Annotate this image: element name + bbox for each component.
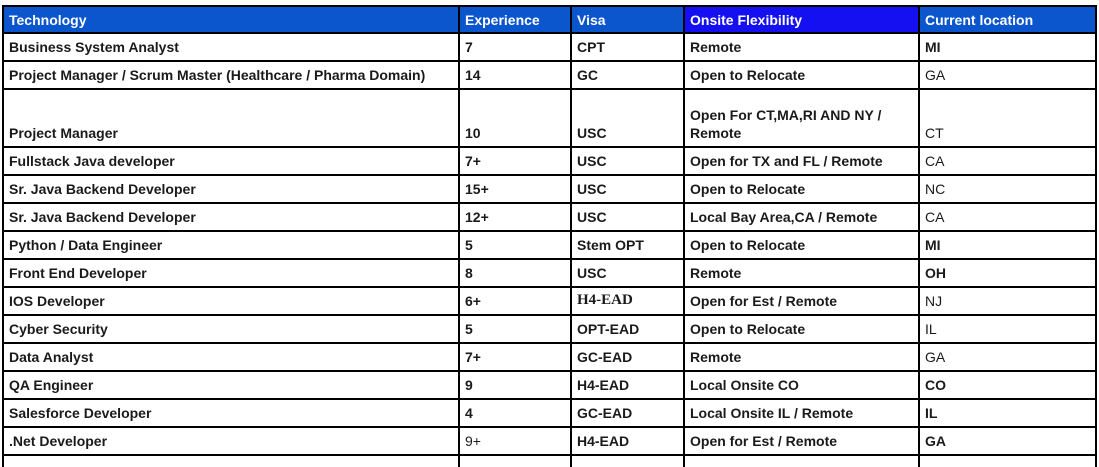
table-row: Python / Data Engineer 5 Stem OPT Open to R… [2, 230, 1097, 260]
cell-onsite: Remote [683, 342, 920, 372]
cell-technology: Salesforce Developer [2, 398, 460, 428]
cell-technology: Fullstack Java developer [2, 146, 460, 176]
cell-location: NJ [918, 286, 1097, 316]
cell-experience: 5 [458, 314, 572, 344]
cell-visa: H4-EAD [570, 426, 685, 456]
cell-experience: 10 [458, 88, 572, 148]
table-row: Fullstack Java developer 7+ USC Open for TX… [2, 146, 1097, 176]
cell-experience: 6+ [458, 286, 572, 316]
cell-location: OH [918, 258, 1097, 288]
table-row: Project Manager / Scrum Master (Healthca… [2, 60, 1097, 90]
header-row: Technology Experience Visa Onsite Flexib… [2, 5, 1097, 34]
cell-technology: Business System Analyst [2, 32, 460, 62]
cell-visa: H4-EAD [570, 286, 685, 316]
cell-location: GA [918, 342, 1097, 372]
cell-experience: 14 [458, 60, 572, 90]
cell-experience: 4 [458, 398, 572, 428]
cell-onsite: Open for Est / Remote [683, 286, 920, 316]
table-row: Data Analyst 7+ GC-EAD Remote GA [2, 342, 1097, 372]
cell-location: IL [918, 398, 1097, 428]
table-row: Sr. Java Backend Developer 15+ USC Open to … [2, 174, 1097, 204]
table-row: .Net Developer 9+ H4-EAD Open for Est / Rem… [2, 426, 1097, 456]
cell-onsite: Remote [683, 32, 920, 62]
cell-location: CA [918, 146, 1097, 176]
cell-onsite: Open to Relocate [683, 230, 920, 260]
cell-experience: 7+ [458, 146, 572, 176]
cell-technology: Cyber Security [2, 314, 460, 344]
cell-technology: Python / Data Engineer [2, 230, 460, 260]
cell-visa: OPT-EAD [570, 314, 685, 344]
cell-location: MI [918, 32, 1097, 62]
cell-technology: QA Engineer [2, 370, 460, 400]
cell-onsite: Open For CT,MA,RI AND NY / Remote [683, 88, 920, 148]
cell-onsite: Open for TX and FL / Remote [683, 146, 920, 176]
cell-visa: USC [570, 146, 685, 176]
cell-location: GA [918, 60, 1097, 90]
empty-cell [458, 454, 572, 467]
cell-onsite: Local Onsite CO [683, 370, 920, 400]
cell-experience: 9 [458, 370, 572, 400]
col-header-current-location: Current location [918, 5, 1097, 34]
cell-experience: 12+ [458, 202, 572, 232]
cell-technology: IOS Developer [2, 286, 460, 316]
cell-location: GA [918, 426, 1097, 456]
cell-location: CT [918, 88, 1097, 148]
cell-visa: GC [570, 60, 685, 90]
cell-onsite: Open to Relocate [683, 60, 920, 90]
empty-cell [2, 454, 460, 467]
cell-technology: Front End Developer [2, 258, 460, 288]
cell-technology: Sr. Java Backend Developer [2, 174, 460, 204]
cell-experience: 9+ [458, 426, 572, 456]
partial-row [2, 454, 1097, 467]
cell-visa: USC [570, 202, 685, 232]
cell-location: IL [918, 314, 1097, 344]
cell-technology: .Net Developer [2, 426, 460, 456]
empty-cell [570, 454, 685, 467]
table-row: QA Engineer 9 H4-EAD Local Onsite CO CO [2, 370, 1097, 400]
cell-visa: USC [570, 88, 685, 148]
cell-onsite: Remote [683, 258, 920, 288]
cell-technology: Data Analyst [2, 342, 460, 372]
table-row: Business System Analyst 7 CPT Remote MI [2, 32, 1097, 62]
candidate-hotlist-table: Technology Experience Visa Onsite Flexib… [2, 5, 1097, 467]
table-row: Cyber Security 5 OPT-EAD Open to Relocate IL [2, 314, 1097, 344]
cell-location: CO [918, 370, 1097, 400]
cell-onsite: Open to Relocate [683, 174, 920, 204]
empty-cell [918, 454, 1097, 467]
cell-visa: GC-EAD [570, 398, 685, 428]
table-row: Project Manager 10 USC Open For CT,MA,RI AN… [2, 88, 1097, 148]
cell-visa: CPT [570, 32, 685, 62]
cell-technology: Project Manager [2, 88, 460, 148]
cell-visa: Stem OPT [570, 230, 685, 260]
cell-technology: Sr. Java Backend Developer [2, 202, 460, 232]
hotlist-table: Technology Experience Visa Onsite Flexib… [2, 5, 1097, 467]
cell-visa: H4-EAD [570, 370, 685, 400]
cell-experience: 5 [458, 230, 572, 260]
cell-experience: 15+ [458, 174, 572, 204]
cell-experience: 7+ [458, 342, 572, 372]
cell-experience: 8 [458, 258, 572, 288]
cell-onsite: Local Onsite IL / Remote [683, 398, 920, 428]
cell-onsite: Open for Est / Remote [683, 426, 920, 456]
cell-onsite: Local Bay Area,CA / Remote [683, 202, 920, 232]
col-header-technology: Technology [2, 5, 460, 34]
cell-location: MI [918, 230, 1097, 260]
cell-visa: GC-EAD [570, 342, 685, 372]
empty-cell [683, 454, 920, 467]
table-row: Sr. Java Backend Developer 12+ USC Local Ba… [2, 202, 1097, 232]
cell-location: NC [918, 174, 1097, 204]
cell-experience: 7 [458, 32, 572, 62]
table-row: IOS Developer 6+ H4-EAD Open for Est / Remo… [2, 286, 1097, 316]
cell-onsite: Open to Relocate [683, 314, 920, 344]
table-body: Business System Analyst 7 CPT Remote MI Proje… [2, 32, 1097, 467]
cell-visa: USC [570, 174, 685, 204]
col-header-onsite-flexibility: Onsite Flexibility [683, 5, 920, 34]
col-header-visa: Visa [570, 5, 685, 34]
cell-visa: USC [570, 258, 685, 288]
cell-technology: Project Manager / Scrum Master (Healthca… [2, 60, 460, 90]
col-header-experience: Experience [458, 5, 572, 34]
table-row: Salesforce Developer 4 GC-EAD Local Onsite … [2, 398, 1097, 428]
table-row: Front End Developer 8 USC Remote OH [2, 258, 1097, 288]
cell-location: CA [918, 202, 1097, 232]
